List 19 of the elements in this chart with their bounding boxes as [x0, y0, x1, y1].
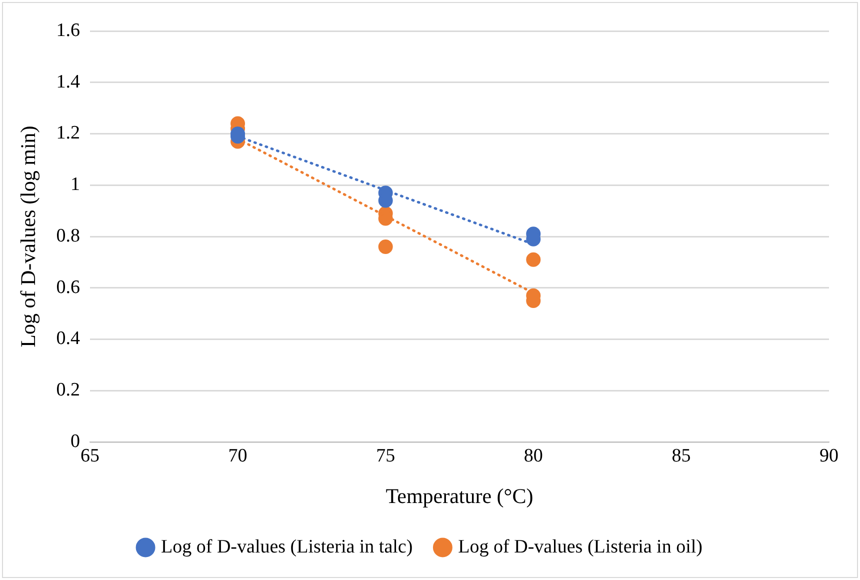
legend-label: Log of D-values (Listeria in oil): [458, 536, 702, 558]
x-axis-title: Temperature (°C): [386, 484, 534, 508]
y-tick-label: 0.8: [56, 225, 80, 246]
x-tick-label: 90: [820, 445, 838, 466]
y-tick-label: 1.4: [56, 71, 80, 92]
x-tick-label: 70: [228, 445, 248, 466]
y-tick-label: 0: [70, 430, 80, 452]
y-tick-label: 1: [70, 174, 80, 196]
legend-label: Log of D-values (Listeria in talc): [161, 536, 413, 558]
y-tick-label: 1.2: [56, 122, 80, 144]
y-tick-label: 0.6: [56, 276, 80, 298]
y-tick-label: 0.4: [56, 328, 80, 350]
x-tick-label: 85: [672, 445, 691, 466]
y-tick-label: 1.6: [56, 20, 80, 41]
x-tick-label: 65: [80, 445, 100, 466]
y-axis-title: Log of D-values (log min): [16, 126, 40, 348]
x-tick-label: 80: [524, 445, 543, 466]
x-tick-label: 75: [376, 445, 396, 466]
y-tick-label: 0.2: [56, 380, 80, 401]
